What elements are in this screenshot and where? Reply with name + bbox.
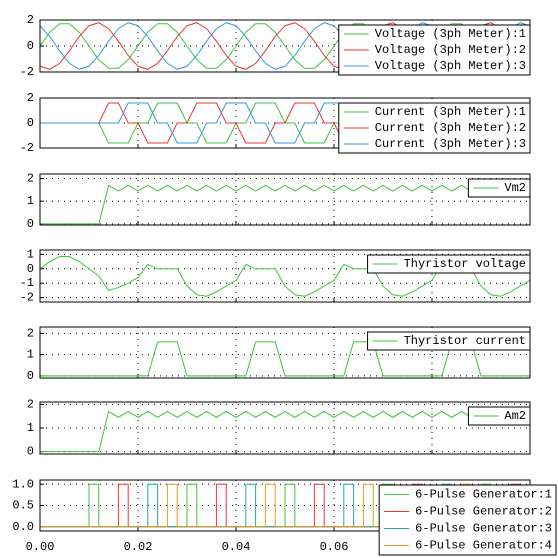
y-tick-label: 0 bbox=[27, 262, 34, 276]
legend-box bbox=[378, 484, 557, 556]
y-tick-label: 0 bbox=[27, 369, 34, 383]
axes-frame bbox=[39, 173, 531, 226]
legend: Current (3ph Meter):1 Current (3ph Meter)… bbox=[338, 102, 531, 154]
y-tick-label: 1.0 bbox=[12, 477, 34, 491]
y-tick-label: 2 bbox=[27, 326, 34, 340]
y-tick-label: 2 bbox=[27, 172, 34, 186]
legend-label: Voltage (3ph Meter):2 bbox=[375, 43, 526, 57]
trace bbox=[40, 341, 530, 377]
legend-label: Vm2 bbox=[504, 181, 526, 195]
trace bbox=[40, 184, 530, 225]
y-tick-label: -2 bbox=[20, 65, 34, 79]
y-tick-label: 1 bbox=[27, 421, 34, 435]
y-tick-label: 0 bbox=[27, 116, 34, 130]
y-tick-label: 1 bbox=[27, 247, 34, 261]
legend-box bbox=[367, 331, 531, 351]
axes-frame bbox=[39, 401, 531, 455]
x-tick-label: 0.06 bbox=[320, 540, 349, 554]
x-tick-label: 0.04 bbox=[222, 540, 251, 554]
y-tick-label: 0 bbox=[27, 445, 34, 459]
y-tick-label: -2 bbox=[20, 141, 34, 155]
legend-box bbox=[338, 102, 531, 154]
legend: 6-Pulse Generator:1 6-Pulse Generator:2 6-… bbox=[378, 484, 557, 556]
legend-box bbox=[467, 406, 531, 426]
x-tick-label: 0.02 bbox=[124, 540, 153, 554]
panel: 0 1 2 Am2 bbox=[27, 397, 531, 459]
legend-label: Voltage (3ph Meter):3 bbox=[375, 59, 526, 73]
y-tick-label: 2 bbox=[27, 397, 34, 411]
y-tick-label: -1 bbox=[20, 276, 34, 290]
y-tick-label: 0 bbox=[27, 39, 34, 53]
legend-box bbox=[367, 254, 531, 274]
legend: Thyristor voltage bbox=[367, 254, 531, 274]
panel: 0 1 2 Thyristor current bbox=[27, 326, 531, 383]
y-tick-label: 2 bbox=[27, 13, 34, 27]
y-tick-label: -2 bbox=[20, 291, 34, 305]
y-tick-label: 1 bbox=[27, 194, 34, 208]
legend-label: Thyristor current bbox=[404, 334, 526, 348]
panel: -2-101 Thyristor voltage bbox=[20, 247, 531, 305]
legend-label: 6-Pulse Generator:4 bbox=[415, 539, 552, 553]
axes-frame bbox=[39, 326, 531, 379]
legend-label: Current (3ph Meter):2 bbox=[375, 121, 526, 135]
trace bbox=[40, 410, 530, 453]
legend-label: 6-Pulse Generator:2 bbox=[415, 505, 552, 519]
legend-label: Thyristor voltage bbox=[404, 257, 526, 271]
legend-box bbox=[467, 178, 531, 198]
legend-label: Current (3ph Meter):1 bbox=[375, 105, 526, 119]
legend: Vm2 bbox=[467, 178, 531, 198]
y-tick-label: 0 bbox=[27, 217, 34, 231]
legend: Voltage (3ph Meter):1 Voltage (3ph Meter)… bbox=[338, 24, 531, 76]
legend: Am2 bbox=[467, 406, 531, 426]
y-tick-label: 2 bbox=[27, 91, 34, 105]
axes-frame bbox=[39, 249, 531, 303]
panel: 0.00.51.00.000.020.040.060.080.106-Pulse… bbox=[12, 477, 557, 556]
legend-label: 6-Pulse Generator:3 bbox=[415, 522, 552, 536]
y-tick-label: 0.0 bbox=[12, 520, 34, 534]
y-tick-label: 1 bbox=[27, 348, 34, 362]
legend-label: Am2 bbox=[504, 409, 526, 423]
legend-label: Current (3ph Meter):3 bbox=[375, 137, 526, 151]
y-tick-label: 0.5 bbox=[12, 499, 34, 513]
panel: 0 1 2 Vm2 bbox=[27, 172, 531, 231]
legend-label: Voltage (3ph Meter):1 bbox=[375, 27, 526, 41]
x-tick-label: 0.00 bbox=[26, 540, 55, 554]
legend: Thyristor current bbox=[367, 331, 531, 351]
legend-box bbox=[338, 24, 531, 76]
legend-label: 6-Pulse Generator:1 bbox=[415, 488, 552, 502]
